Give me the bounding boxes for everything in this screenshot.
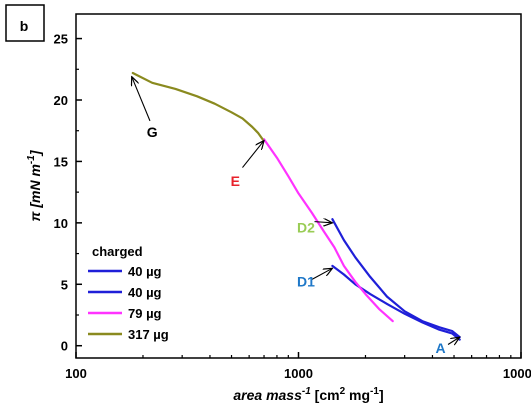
x-axis-title-unit-post: mg <box>345 387 370 403</box>
panel-label-box <box>5 4 45 42</box>
series-line-2 <box>331 264 461 341</box>
legend: charged 40 µg 40 µg 79 µg 317 µg <box>88 244 169 342</box>
series-line-3 <box>262 138 394 323</box>
legend-entry-2: 40 µg <box>128 285 162 300</box>
x-axis-title-unit-exp: 2 <box>340 386 346 397</box>
annotation-arrow-g <box>132 77 151 122</box>
series-line-1 <box>331 218 461 339</box>
x-axis: 100 1000 10000 <box>65 352 531 381</box>
y-axis: 0 5 10 15 20 25 <box>54 32 82 354</box>
annotation-arrow-e <box>242 141 264 168</box>
y-axis-title-exp: -1 <box>26 155 37 164</box>
legend-title: charged <box>92 244 143 259</box>
y-axis-title-close: ] <box>27 149 43 157</box>
legend-entry-3: 79 µg <box>128 306 162 321</box>
x-axis-title: area mass-1 [cm2 mg-1] <box>233 386 383 403</box>
annotation-label-d1: D1 <box>297 274 315 290</box>
series-layer <box>131 71 461 341</box>
x-tick-label: 10000 <box>503 366 531 381</box>
svg-text:π [mN m-1]: π [mN m-1] <box>26 149 43 221</box>
x-axis-title-close: ] <box>379 387 384 403</box>
legend-entry-1: 40 µg <box>128 264 162 279</box>
x-axis-title-exp: -1 <box>302 386 311 397</box>
annotation-label-a: A <box>436 340 446 356</box>
annotation-label-e: E <box>231 173 240 189</box>
panel-label: b <box>20 18 29 34</box>
y-axis-title: π [mN m-1] <box>26 149 43 221</box>
x-axis-title-unit-pre: [cm <box>311 387 340 403</box>
annotation-arrow-a <box>447 337 460 344</box>
y-tick-label: 10 <box>54 216 68 231</box>
x-axis-title-main: area mass <box>233 387 302 403</box>
y-tick-label: 15 <box>54 154 68 169</box>
annotation-label-g: G <box>147 124 158 140</box>
y-tick-label: 0 <box>61 339 68 354</box>
y-axis-title-main: π [mN m <box>27 164 43 221</box>
y-tick-label: 25 <box>54 32 68 47</box>
x-axis-title-unit-exp2: -1 <box>370 386 379 397</box>
annotation-arrow-d1 <box>311 268 332 280</box>
x-tick-label: 1000 <box>284 366 313 381</box>
y-tick-label: 5 <box>61 277 68 292</box>
annotation-label-d2: D2 <box>297 220 315 236</box>
legend-entry-4: 317 µg <box>128 327 169 342</box>
annotation-arrow-d2 <box>314 222 332 223</box>
y-tick-label: 20 <box>54 93 68 108</box>
x-tick-label: 100 <box>65 366 87 381</box>
annotation-layer: G E D2 D1 A <box>132 77 460 356</box>
series-line-4 <box>131 71 264 141</box>
